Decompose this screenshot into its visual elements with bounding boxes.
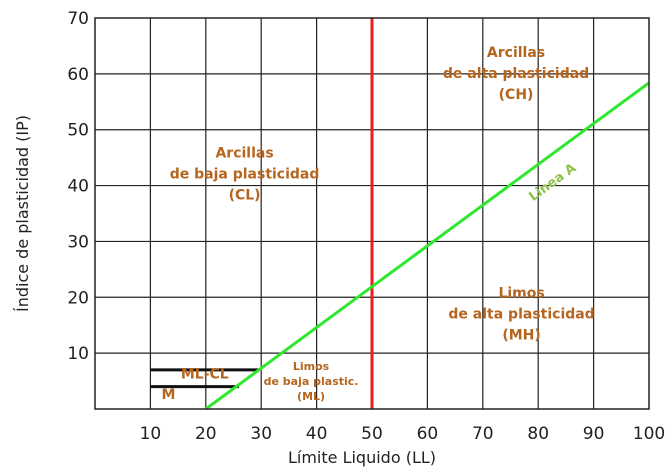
x-tick-label-60: 60 (417, 424, 439, 444)
region-label-1: Arcillas de baja plasticidad (CL) (170, 146, 320, 204)
plot-border (94, 17, 650, 410)
region-label-1-line-2: (CL) (229, 188, 261, 204)
x-tick-label-70: 70 (472, 424, 494, 444)
region-label-3: Limos de baja plastic. (ML) (264, 360, 359, 403)
region-label-3-line-1: de baja plastic. (264, 375, 359, 388)
x-axis-title: Límite Liquido (LL) (288, 448, 436, 467)
region-label-0-line-0: Arcillas (487, 45, 545, 61)
region-label-1-line-0: Arcillas (215, 146, 273, 162)
region-label-2: Limos de alta plasticidad (MH) (448, 285, 594, 343)
region-label-0: Arcillas de alta plasticidad (CH) (443, 45, 589, 103)
plot-frame (94, 17, 650, 410)
region-label-3-line-0: Limos (293, 360, 330, 373)
band-label-m: M (161, 387, 175, 403)
y-tick-label-50: 50 (67, 121, 89, 141)
region-label-1-line-1: de baja plasticidad (170, 167, 320, 183)
region-label-2-line-1: de alta plasticidad (448, 306, 594, 322)
region-label-2-line-0: Limos (498, 285, 544, 301)
x-tick-label-30: 30 (250, 424, 272, 444)
region-label-2-line-2: (MH) (502, 327, 540, 343)
y-axis-title: Índice de plasticidad (IP) (13, 115, 32, 312)
y-tick-label-40: 40 (67, 177, 89, 197)
band-labels: ML-CL M (161, 366, 228, 403)
x-tick-label-90: 90 (583, 424, 605, 444)
x-tick-label-10: 10 (140, 424, 162, 444)
region-label-0-line-2: (CH) (499, 87, 534, 103)
ml-cl-band (150, 368, 259, 389)
y-tick-label-60: 60 (67, 65, 89, 85)
region-label-3-line-2: (ML) (297, 390, 325, 403)
band-label-ml-cl: ML-CL (181, 366, 229, 382)
y-tick-label-30: 30 (67, 232, 89, 252)
chart-lines (204, 18, 650, 411)
region-label-0-line-1: de alta plasticidad (443, 66, 589, 82)
y-tick-label-20: 20 (67, 288, 89, 308)
y-tick-label-10: 10 (67, 344, 89, 364)
series-line-linea-a (204, 81, 650, 411)
region-labels: Arcillas de alta plasticidad (CH) Arcillas d… (170, 45, 595, 403)
y-tick-label-70: 70 (67, 9, 89, 29)
x-tick-label-40: 40 (306, 424, 328, 444)
x-tick-label-100: 100 (633, 424, 665, 444)
x-tick-labels: 10 20 30 40 50 60 70 80 90 100 (140, 424, 666, 444)
x-tick-label-80: 80 (527, 424, 549, 444)
x-tick-label-50: 50 (361, 424, 383, 444)
y-tick-labels: 10 20 30 40 50 60 70 (67, 9, 89, 364)
x-tick-label-20: 20 (195, 424, 217, 444)
